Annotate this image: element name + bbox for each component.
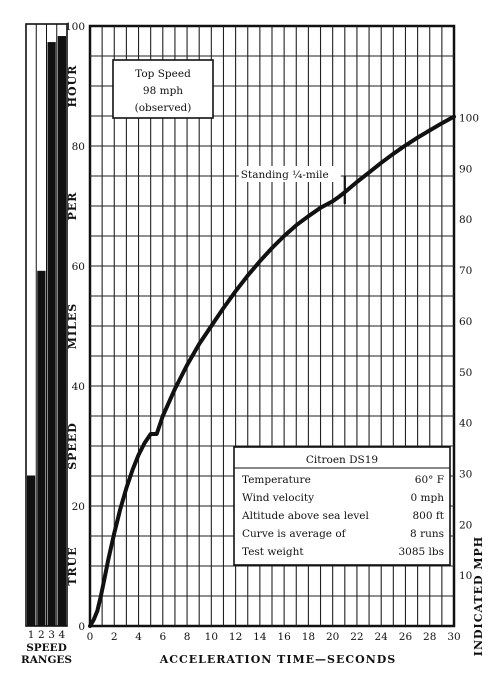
- x-tick-label: 30: [447, 631, 460, 643]
- annotations: Top Speed 98 mph (observed) Citroen DS19 Tem…: [112, 59, 451, 566]
- x-axis-title: ACCELERATION TIME—SECONDS: [159, 653, 397, 666]
- gear-label: 4: [59, 629, 66, 641]
- gear-label: 3: [48, 629, 55, 641]
- y-left-axis-title-word: TRUE: [66, 546, 79, 585]
- y-left-tick-label: 80: [72, 141, 85, 153]
- y-right-tick-label: 50: [459, 367, 472, 379]
- x-tick-label: 22: [350, 631, 363, 643]
- axis-titles: ACCELERATION TIME—SECONDS TRUE SPEED MILES P…: [66, 65, 485, 666]
- gear-label: 1: [28, 629, 35, 641]
- x-tick-label: 24: [375, 631, 389, 643]
- quarter-mile-label-bg: [238, 166, 341, 182]
- y-left-axis-title-word: SPEED: [66, 422, 79, 470]
- info-box-label: Curve is average of: [242, 528, 347, 540]
- x-tick-label: 4: [135, 631, 142, 643]
- top-speed-box: [112, 59, 214, 119]
- speed-range-bar: [47, 42, 56, 627]
- info-box-label: Wind velocity: [242, 492, 314, 504]
- y-left-axis-title-word: HOUR: [66, 65, 79, 108]
- speed-range-bar: [27, 475, 36, 626]
- x-tick-label: 8: [184, 631, 191, 643]
- y-left-tick-label: 40: [72, 381, 85, 393]
- info-box-value: 800 ft: [413, 510, 445, 522]
- x-tick-label: 18: [302, 631, 315, 643]
- axis-ticks: 0 2 4 6 8 10 12 14 16 18 20 22 24 26 28 300204060801001…: [65, 21, 479, 643]
- speed-range-bar: [37, 270, 46, 626]
- y-right-tick-label: 20: [459, 519, 472, 531]
- y-left-axis-title-word: MILES: [66, 303, 79, 349]
- gear-label: 2: [38, 629, 45, 641]
- y-right-tick-label: 100: [459, 113, 479, 125]
- y-right-tick-label: 80: [459, 214, 472, 226]
- x-tick-label: 0: [87, 631, 94, 643]
- x-tick-label: 16: [277, 631, 291, 643]
- y-right-tick-label: 90: [459, 163, 472, 175]
- x-tick-label: 6: [159, 631, 166, 643]
- info-box-label: Altitude above sea level: [241, 510, 369, 522]
- x-tick-label: 12: [229, 631, 242, 643]
- top-speed-text: Top Speed: [135, 68, 191, 80]
- x-tick-label: 10: [205, 631, 218, 643]
- y-left-tick-label: 0: [78, 621, 85, 633]
- x-tick-label: 20: [326, 631, 339, 643]
- speed-ranges-label: RANGES: [21, 654, 72, 666]
- y-left-tick-label: 60: [72, 261, 85, 273]
- y-right-tick-label: 10: [459, 570, 472, 582]
- acceleration-curve: [88, 114, 456, 628]
- x-tick-label: 2: [111, 631, 118, 643]
- quarter-mile-marker: Standing ¼-mile: [238, 166, 346, 204]
- info-box: [233, 446, 451, 566]
- info-box-value: 60° F: [415, 474, 444, 486]
- info-box-label: Test weight: [242, 546, 304, 558]
- y-right-tick-label: 40: [459, 418, 472, 430]
- y-left-tick-label: 20: [72, 501, 85, 513]
- y-right-tick-label: 70: [459, 265, 472, 277]
- info-box-value: 8 runs: [410, 528, 444, 540]
- info-box-value: 0 mph: [411, 492, 445, 504]
- y-right-tick-label: 60: [459, 316, 472, 328]
- info-box-label: Temperature: [242, 474, 311, 486]
- y-right-tick-label: 30: [459, 468, 472, 480]
- quarter-mile-label: Standing ¼-mile: [241, 169, 329, 181]
- info-box-title: Citroen DS19: [306, 454, 378, 466]
- x-tick-label: 26: [399, 631, 413, 643]
- x-tick-label: 28: [423, 631, 436, 643]
- top-speed-text: 98 mph: [143, 85, 183, 97]
- x-tick-label: 14: [253, 631, 267, 643]
- top-speed-text: (observed): [135, 102, 192, 114]
- y-left-axis-title-word: PER: [66, 192, 79, 221]
- speed-range-bar: [57, 36, 66, 627]
- info-box-value: 3085 lbs: [398, 546, 444, 558]
- y-left-tick-label: 100: [65, 21, 85, 33]
- speed-ranges-label: SPEED: [26, 642, 67, 654]
- y-right-axis-title: INDICATED MPH: [472, 536, 485, 656]
